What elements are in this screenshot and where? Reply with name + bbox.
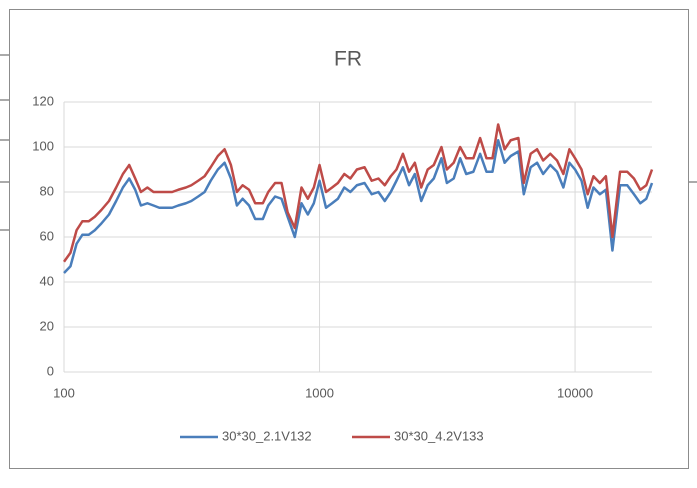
x-tick-label: 10000 xyxy=(557,385,593,400)
y-tick-label: 100 xyxy=(32,138,54,153)
sheet-edges xyxy=(0,54,697,231)
legend-label: 30*30_4.2V133 xyxy=(394,428,484,443)
legend-label: 30*30_2.1V132 xyxy=(222,428,312,443)
series-line xyxy=(62,123,654,263)
series-line xyxy=(63,139,654,274)
y-tick-label: 20 xyxy=(40,318,54,333)
y-tick-label: 80 xyxy=(40,183,54,198)
y-tick-label: 60 xyxy=(40,228,54,243)
y-tick-label: 40 xyxy=(40,273,54,288)
y-tick-label: 120 xyxy=(32,93,54,108)
y-tick-label: 0 xyxy=(47,363,54,378)
x-tick-label: 1000 xyxy=(305,385,334,400)
x-tick-label: 100 xyxy=(53,385,75,400)
chart-title: FR xyxy=(334,48,362,71)
